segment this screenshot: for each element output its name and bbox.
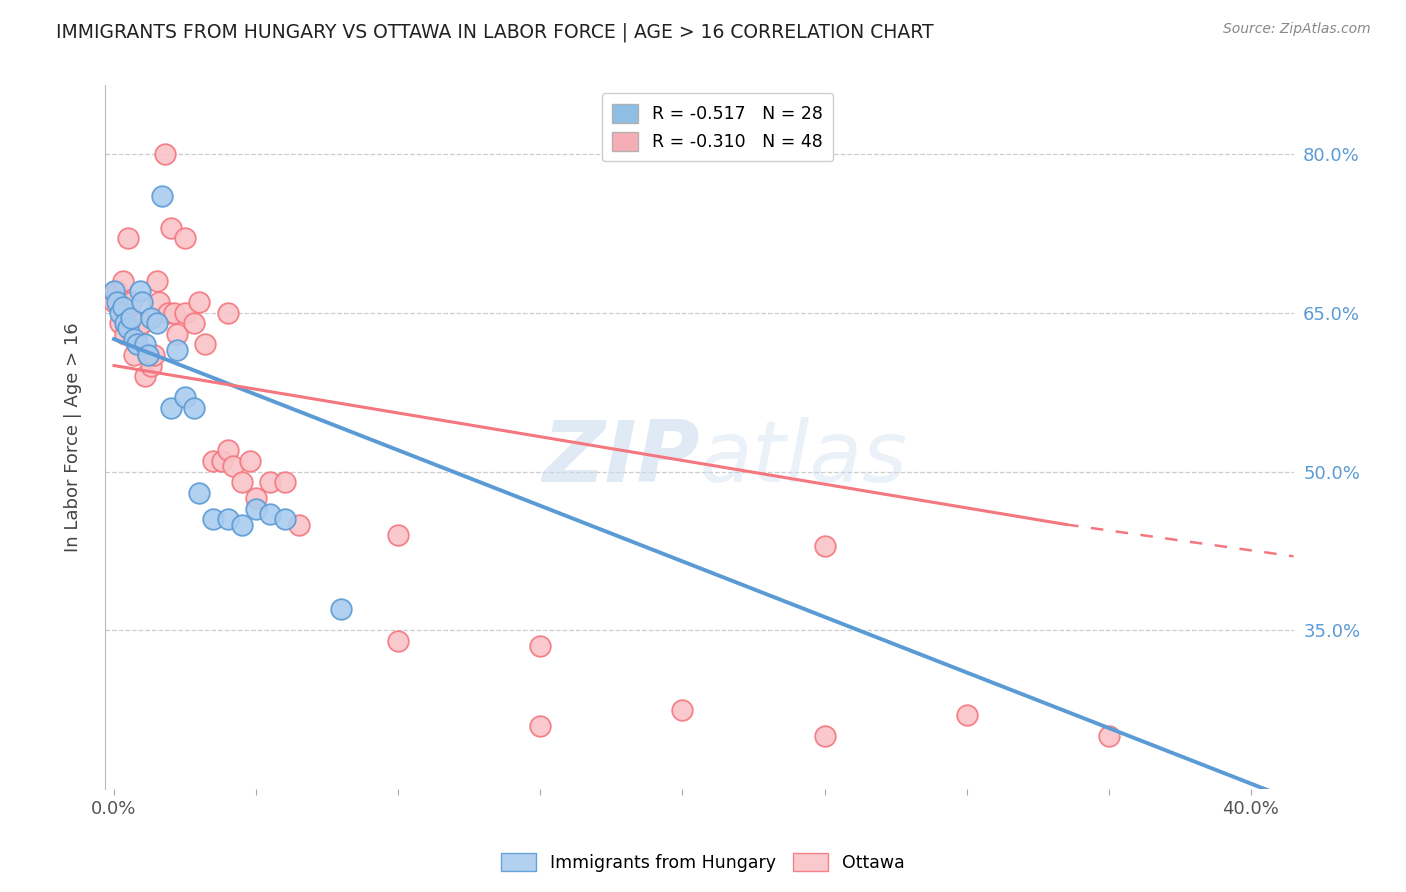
- Point: [239, 454, 262, 468]
- Point: [145, 316, 167, 330]
- Point: [136, 348, 159, 362]
- Point: [174, 231, 197, 245]
- Point: [120, 310, 142, 325]
- Point: [111, 300, 134, 314]
- Point: [117, 305, 139, 319]
- Point: [134, 369, 156, 384]
- Point: [188, 485, 211, 500]
- Point: [159, 220, 181, 235]
- Point: [103, 285, 125, 299]
- Point: [105, 295, 128, 310]
- Text: Source: ZipAtlas.com: Source: ZipAtlas.com: [1223, 22, 1371, 37]
- Point: [202, 512, 225, 526]
- Point: [217, 305, 239, 319]
- Point: [125, 326, 148, 341]
- Text: ZIP: ZIP: [541, 417, 700, 500]
- Point: [194, 337, 217, 351]
- Point: [174, 305, 197, 319]
- Point: [142, 348, 165, 362]
- Legend: Immigrants from Hungary, Ottawa: Immigrants from Hungary, Ottawa: [495, 847, 911, 879]
- Point: [183, 316, 205, 330]
- Point: [222, 459, 245, 474]
- Point: [128, 316, 150, 330]
- Point: [217, 443, 239, 458]
- Point: [813, 730, 835, 744]
- Point: [108, 316, 131, 330]
- Point: [148, 295, 170, 310]
- Point: [139, 310, 162, 325]
- Point: [159, 401, 181, 415]
- Point: [122, 348, 145, 362]
- Point: [211, 454, 233, 468]
- Point: [287, 517, 309, 532]
- Point: [114, 316, 136, 330]
- Point: [111, 274, 134, 288]
- Point: [103, 295, 125, 310]
- Point: [117, 231, 139, 245]
- Point: [273, 475, 295, 489]
- Point: [231, 517, 253, 532]
- Point: [188, 295, 211, 310]
- Point: [153, 146, 176, 161]
- Point: [105, 285, 128, 299]
- Y-axis label: In Labor Force | Age > 16: In Labor Force | Age > 16: [63, 322, 82, 552]
- Point: [128, 285, 150, 299]
- Point: [131, 316, 153, 330]
- Text: atlas: atlas: [700, 417, 907, 500]
- Point: [330, 602, 353, 616]
- Point: [529, 719, 551, 733]
- Point: [125, 337, 148, 351]
- Point: [145, 274, 167, 288]
- Point: [1098, 730, 1121, 744]
- Legend: R = -0.517   N = 28, R = -0.310   N = 48: R = -0.517 N = 28, R = -0.310 N = 48: [602, 94, 834, 161]
- Point: [139, 359, 162, 373]
- Point: [217, 512, 239, 526]
- Point: [131, 295, 153, 310]
- Point: [163, 305, 186, 319]
- Point: [387, 528, 409, 542]
- Point: [117, 321, 139, 335]
- Point: [671, 703, 693, 717]
- Point: [108, 305, 131, 319]
- Point: [114, 326, 136, 341]
- Point: [202, 454, 225, 468]
- Point: [136, 348, 159, 362]
- Point: [150, 189, 173, 203]
- Point: [174, 390, 197, 404]
- Point: [166, 326, 188, 341]
- Point: [387, 634, 409, 648]
- Point: [259, 475, 281, 489]
- Point: [245, 501, 267, 516]
- Point: [273, 512, 295, 526]
- Point: [156, 305, 179, 319]
- Point: [245, 491, 267, 505]
- Point: [166, 343, 188, 357]
- Point: [183, 401, 205, 415]
- Point: [120, 295, 142, 310]
- Point: [529, 640, 551, 654]
- Point: [122, 332, 145, 346]
- Point: [259, 507, 281, 521]
- Point: [134, 337, 156, 351]
- Point: [956, 708, 979, 723]
- Point: [813, 539, 835, 553]
- Point: [231, 475, 253, 489]
- Text: IMMIGRANTS FROM HUNGARY VS OTTAWA IN LABOR FORCE | AGE > 16 CORRELATION CHART: IMMIGRANTS FROM HUNGARY VS OTTAWA IN LAB…: [56, 22, 934, 42]
